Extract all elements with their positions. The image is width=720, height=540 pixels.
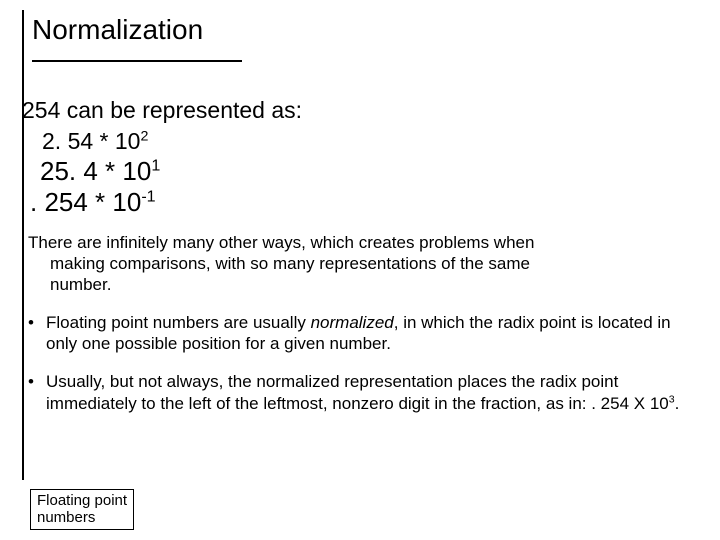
representation-2: 25. 4 * 101 bbox=[22, 156, 702, 187]
para1-line1: There are infinitely many other ways, wh… bbox=[28, 233, 534, 252]
bullet-dot-icon: • bbox=[28, 312, 46, 356]
title-underline bbox=[32, 60, 242, 62]
footer-line-2: numbers bbox=[37, 509, 127, 526]
bullet2-part-a: Usually, but not always, the normalized … bbox=[46, 372, 669, 413]
title-block: Normalization bbox=[32, 14, 242, 62]
bullet-1: • Floating point numbers are usually nor… bbox=[22, 312, 702, 356]
para1-line2: making comparisons, with so many represe… bbox=[28, 253, 696, 274]
bullet-dot-icon: • bbox=[28, 371, 46, 415]
rep3-exp: -1 bbox=[141, 187, 155, 205]
footer-line-1: Floating point bbox=[37, 492, 127, 509]
bullet-1-text: Floating point numbers are usually norma… bbox=[46, 312, 698, 356]
representation-3: . 254 * 10-1 bbox=[22, 187, 702, 218]
bullet1-italic: normalized bbox=[311, 313, 394, 332]
lead-text: 254 can be represented as: bbox=[22, 96, 702, 125]
bullet1-part-a: Floating point numbers are usually bbox=[46, 313, 311, 332]
rep2-mantissa: 25. 4 * 10 bbox=[40, 156, 151, 186]
bullet-2-text: Usually, but not always, the normalized … bbox=[46, 371, 698, 415]
para1-line3: number. bbox=[28, 274, 696, 295]
bullet-2: • Usually, but not always, the normalize… bbox=[22, 371, 702, 415]
rep3-mantissa: . 254 * 10 bbox=[30, 187, 141, 217]
page-title: Normalization bbox=[32, 14, 242, 50]
rep2-exp: 1 bbox=[151, 156, 160, 174]
rep1-mantissa: 2. 54 * 10 bbox=[42, 128, 140, 154]
representation-1: 2. 54 * 102 bbox=[22, 127, 702, 156]
rep1-exp: 2 bbox=[140, 128, 148, 144]
bullet2-part-b: . bbox=[675, 394, 680, 413]
footer-box: Floating point numbers bbox=[30, 489, 134, 531]
content: 254 can be represented as: 2. 54 * 102 2… bbox=[22, 96, 702, 415]
paragraph-1: There are infinitely many other ways, wh… bbox=[22, 232, 702, 296]
